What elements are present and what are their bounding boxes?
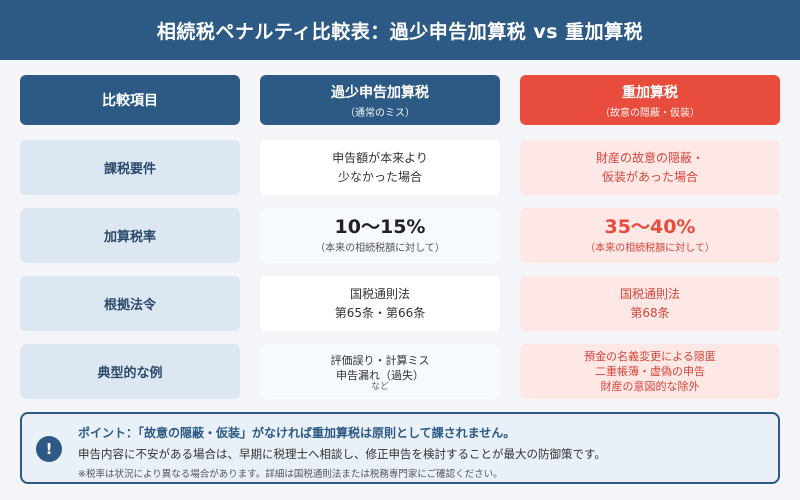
row-label-text: 根拠法令	[103, 298, 156, 313]
cell-line: 国税通則法	[619, 286, 680, 301]
row-label-text: 課税要件	[103, 162, 156, 177]
cell-line: 少なかった場合	[337, 169, 422, 184]
header-heavy-tax: 重加算税 （故意の隠蔽・仮装）	[520, 75, 780, 125]
header-col2-title: 過少申告加算税	[331, 84, 429, 101]
cell-underreporting: 国税通則法 第65条・第66条	[260, 276, 500, 331]
cell-line: 申告漏れ（過失）	[336, 368, 424, 382]
table-row-tax-rate: 加算税率 10〜15% （本来の相続税額に対して） 35〜40% （本来の相続税…	[20, 208, 780, 263]
point-notice-box: ! ポイント：「故意の隠蔽・仮装」がなければ重加算税は原則として課されません。 …	[20, 412, 780, 484]
rate-note: （本来の相続税額に対して）	[315, 243, 445, 254]
page-header: 相続税ペナルティ比較表：過少申告加算税 vs 重加算税	[0, 0, 800, 60]
cell-line: 評価誤り・計算ミス	[330, 353, 430, 367]
row-label: 課税要件	[20, 140, 240, 195]
cell-line: 国税通則法	[349, 286, 410, 301]
row-label-text: 典型的な例	[97, 366, 163, 381]
rate-value: 35〜40%	[604, 216, 696, 238]
table-row-requirements: 課税要件 申告額が本来より 少なかった場合 財産の故意の隠蔽・ 仮装があった場合	[20, 140, 780, 195]
cell-line: 預金の名義変更による隠匿	[584, 350, 716, 363]
row-label: 典型的な例	[20, 344, 240, 399]
header-col3-subtitle: （故意の隠蔽・仮装）	[600, 107, 700, 119]
row-label: 根拠法令	[20, 276, 240, 331]
header-comparison-item: 比較項目	[20, 75, 240, 125]
row-label-text: 加算税率	[103, 230, 156, 245]
table-row-legal-basis: 根拠法令 国税通則法 第65条・第66条 国税通則法 第68条	[20, 276, 780, 331]
cell-heavy: 国税通則法 第68条	[520, 276, 780, 331]
cell-heavy: 預金の名義変更による隠匿 二重帳簿・虚偽の申告 財産の意図的な除外	[520, 344, 780, 399]
table-header-row: 比較項目 過少申告加算税 （通常のミス） 重加算税 （故意の隠蔽・仮装）	[20, 75, 780, 125]
rate-value: 10〜15%	[334, 216, 426, 238]
cell-line: 申告額が本来より	[332, 150, 428, 165]
cell-underreporting: 申告額が本来より 少なかった場合	[260, 140, 500, 195]
cell-line: 二重帳簿・虚偽の申告	[595, 365, 705, 378]
notice-footnote: ※税率は状況により異なる場合があります。詳細は国税通則法または税務専門家にご確認…	[78, 469, 503, 480]
cell-line: 仮装があった場合	[601, 169, 698, 184]
cell-heavy: 財産の故意の隠蔽・ 仮装があった場合	[520, 140, 780, 195]
header-col1-label: 比較項目	[102, 93, 158, 109]
notice-title: ポイント：「故意の隠蔽・仮装」がなければ重加算税は原則として課されません。	[78, 426, 516, 440]
cell-line: 財産の意図的な除外	[600, 380, 700, 393]
table-row-examples: 典型的な例 評価誤り・計算ミス 申告漏れ（過失） など 預金の名義変更による隠匿…	[20, 344, 780, 399]
cell-suffix: など	[370, 381, 389, 392]
cell-line: 財産の故意の隠蔽・	[595, 150, 704, 165]
cell-underreporting: 評価誤り・計算ミス 申告漏れ（過失） など	[260, 344, 500, 399]
cell-underreporting: 10〜15% （本来の相続税額に対して）	[260, 208, 500, 263]
page-title: 相続税ペナルティ比較表：過少申告加算税 vs 重加算税	[156, 20, 644, 43]
cell-line: 第68条	[630, 305, 670, 320]
row-label: 加算税率	[20, 208, 240, 263]
header-col3-title: 重加算税	[622, 84, 678, 101]
cell-heavy: 35〜40% （本来の相続税額に対して）	[520, 208, 780, 263]
notice-body: 申告内容に不安がある場合は、早期に税理士へ相談し、修正申告を検討することが最大の…	[78, 447, 606, 461]
header-underreporting-tax: 過少申告加算税 （通常のミス）	[260, 75, 500, 125]
header-col2-subtitle: （通常のミス）	[345, 107, 415, 119]
rate-note: （本来の相続税額に対して）	[585, 243, 715, 254]
exclamation-icon: !	[36, 436, 62, 462]
cell-line: 第65条・第66条	[334, 305, 426, 320]
